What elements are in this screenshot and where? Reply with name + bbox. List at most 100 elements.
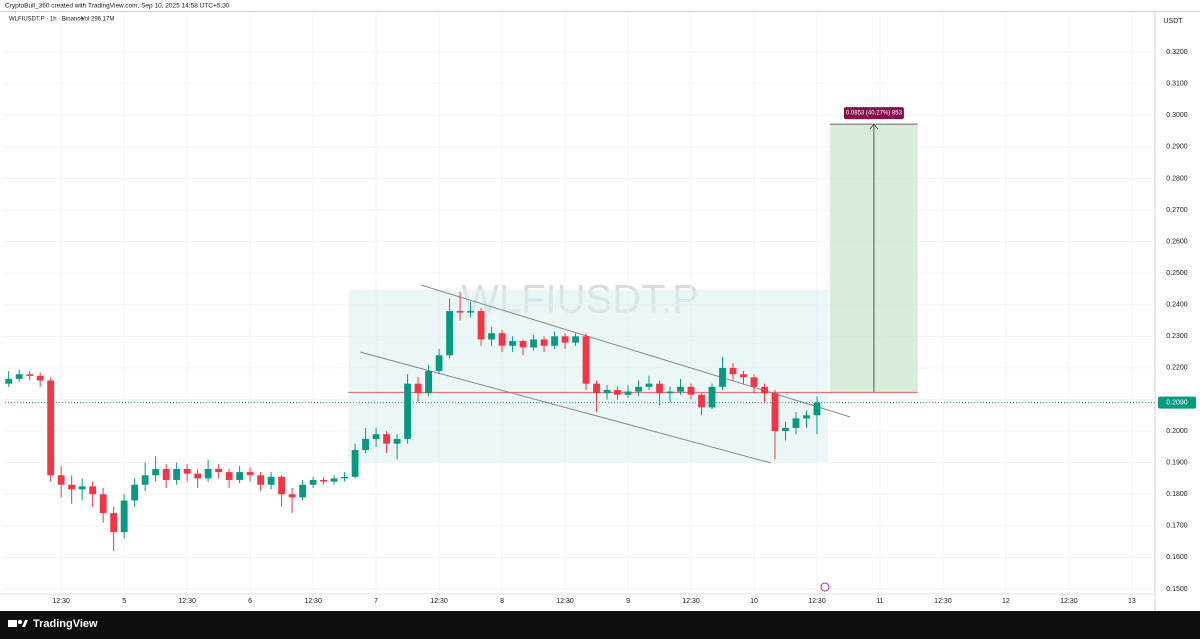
candle-body	[215, 468, 223, 473]
x-tick-label: 8	[500, 598, 504, 605]
x-tick-label: 12:30	[1060, 598, 1078, 605]
candle-body	[624, 391, 632, 395]
candle-body	[582, 336, 590, 384]
x-tick-label: 12:30	[430, 598, 448, 605]
candle-body	[435, 355, 443, 372]
x-tick-label: 12:30	[52, 598, 70, 605]
x-tick-label: 11	[876, 598, 883, 605]
candle-body	[257, 475, 265, 485]
candle-body	[498, 333, 506, 346]
candle-body	[183, 468, 191, 474]
candle-body	[362, 438, 370, 450]
y-tick-label: 0.1800	[1166, 491, 1188, 498]
candle-body	[236, 472, 244, 480]
volume-info: Vol 296.17M	[81, 17, 114, 23]
candle-body	[551, 336, 558, 346]
candle-body	[26, 374, 34, 376]
candle-body	[792, 418, 800, 428]
candle-body	[656, 383, 663, 394]
y-tick-label: 0.2900	[1166, 144, 1188, 151]
candle-body	[740, 374, 747, 378]
candle-body	[120, 500, 128, 533]
candle-body	[614, 390, 621, 395]
currency-label: USDT	[1163, 18, 1183, 25]
candle-body	[635, 386, 642, 392]
candle-body	[110, 513, 118, 533]
candle-body	[267, 476, 275, 485]
candle-body	[131, 484, 139, 501]
candle-body	[351, 450, 359, 477]
y-tick-label: 0.3200	[1166, 49, 1188, 56]
y-tick-label: 0.2800	[1166, 175, 1188, 182]
candle-body	[603, 390, 611, 394]
candle-body	[729, 367, 737, 375]
y-tick-label: 0.2300	[1166, 333, 1188, 340]
candle-body	[89, 486, 97, 495]
y-tick-label: 0.2500	[1166, 270, 1188, 277]
candle-body	[666, 391, 674, 394]
candle-body	[446, 311, 453, 356]
candle-body	[803, 415, 810, 419]
candle-body	[173, 468, 181, 480]
candle-body	[771, 393, 779, 432]
candle-body	[393, 438, 401, 444]
x-tick-label: 7	[374, 598, 378, 605]
candle-body	[36, 375, 44, 381]
candle-body	[509, 341, 516, 346]
x-tick-label: 10	[750, 598, 758, 605]
candle-body	[341, 476, 349, 479]
y-tick-label: 0.1900	[1166, 459, 1188, 466]
candle-body	[488, 333, 495, 340]
candle-body	[57, 475, 65, 485]
symbol-info: WLFIUSDT.P · 1h · Binance	[9, 17, 84, 23]
y-tick-label: 0.3000	[1166, 112, 1188, 119]
candle-body	[141, 475, 149, 485]
x-tick-label: 6	[248, 598, 252, 605]
candle-body	[698, 394, 705, 408]
candle-body	[687, 386, 695, 395]
candle-body	[519, 341, 527, 348]
footer-bar	[0, 611, 1200, 639]
x-tick-label: 12:30	[808, 598, 826, 605]
candle-body	[99, 494, 107, 514]
x-tick-label: 9	[626, 598, 630, 605]
candle-body	[5, 378, 13, 384]
candle-body	[299, 484, 307, 498]
x-tick-label: 5	[122, 598, 126, 605]
candle-body	[152, 468, 160, 476]
x-tick-label: 13	[1128, 598, 1136, 605]
candle-body	[677, 386, 684, 392]
candle-body	[561, 336, 569, 343]
y-tick-label: 0.2600	[1166, 238, 1188, 245]
candle-body	[530, 339, 537, 348]
candle-body	[246, 472, 254, 476]
candle-body	[15, 374, 23, 379]
candle-body	[425, 371, 432, 394]
candle-body	[456, 311, 464, 313]
candle-body	[204, 468, 212, 479]
candle-body	[194, 473, 202, 479]
y-tick-label: 0.2200	[1166, 365, 1188, 372]
x-tick-label: 12:30	[304, 598, 322, 605]
y-tick-label: 0.2400	[1166, 302, 1188, 309]
candle-body	[320, 480, 328, 482]
brand-name: TradingView	[33, 618, 98, 630]
candle-body	[761, 386, 768, 394]
target-label: 0.0853 (40.27%) 853	[846, 111, 903, 117]
candle-body	[708, 386, 716, 408]
candle-body	[288, 494, 296, 498]
header-credit: CryptoBull_360 created with TradingView.…	[5, 3, 230, 10]
candle-body	[750, 377, 758, 387]
y-tick-label: 0.1500	[1166, 586, 1188, 593]
candle-body	[593, 383, 600, 394]
y-tick-label: 0.1600	[1166, 554, 1188, 561]
candle-body	[719, 367, 726, 387]
candle-body	[372, 434, 380, 439]
x-tick-label: 12:30	[934, 598, 952, 605]
candle-body	[47, 380, 55, 476]
candle-body	[68, 484, 76, 490]
last-price-box	[1158, 396, 1196, 409]
y-tick-label: 0.2700	[1166, 207, 1188, 214]
